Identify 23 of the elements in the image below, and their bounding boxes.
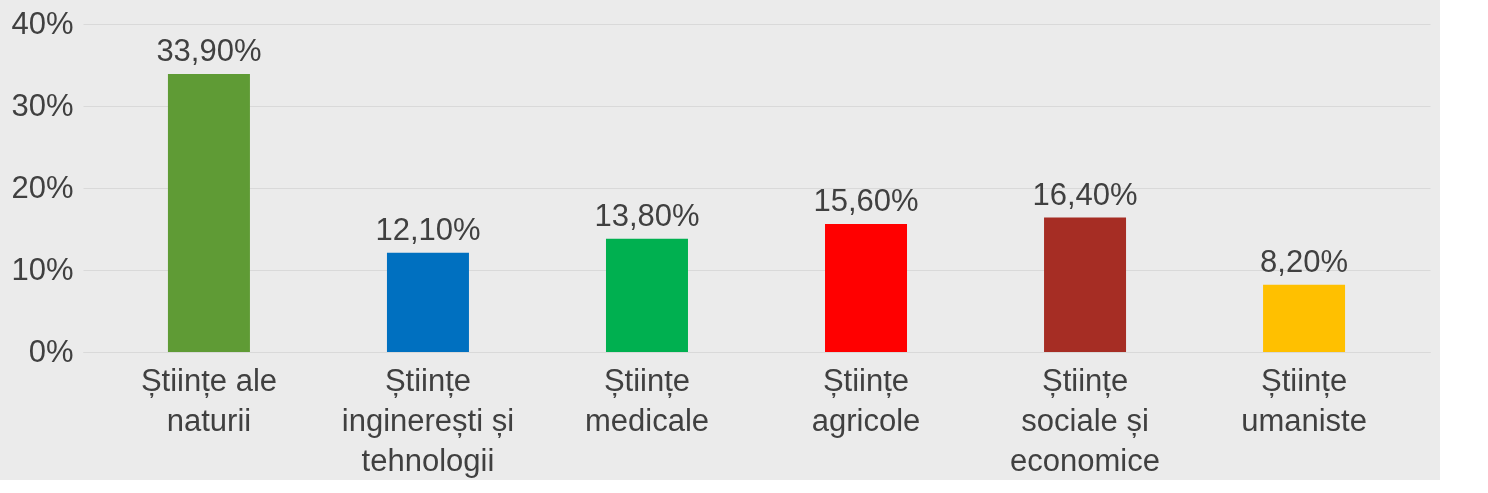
data-label: 33,90% (156, 33, 262, 69)
x-tick-label: Științe umaniste (1241, 362, 1367, 438)
y-tick-label: 40% (11, 5, 74, 41)
data-label: 12,10% (375, 211, 481, 247)
x-tick-label: Științe inginerești și tehnologii (341, 362, 515, 478)
data-label: 8,20% (1260, 243, 1349, 279)
bar (167, 74, 250, 352)
x-tick-label: Științe agricole (811, 362, 921, 438)
y-tick-label: 30% (11, 87, 74, 123)
data-label: 13,80% (594, 197, 700, 233)
x-tick-label: Științe ale naturii (140, 362, 278, 438)
y-tick-label: 0% (28, 333, 74, 369)
y-tick-label: 20% (11, 169, 74, 205)
data-label: 15,60% (813, 183, 919, 219)
data-label: 16,40% (1032, 176, 1138, 212)
bar (386, 252, 469, 352)
bar (1044, 217, 1127, 352)
x-tick-label: Științe medicale (584, 362, 710, 438)
bar (605, 238, 688, 352)
bar (1263, 284, 1346, 352)
bar (825, 224, 908, 352)
x-tick-label: Științe sociale și economice (1010, 362, 1160, 478)
y-tick-label: 10% (11, 251, 74, 287)
